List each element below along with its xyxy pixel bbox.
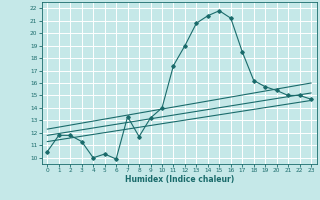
X-axis label: Humidex (Indice chaleur): Humidex (Indice chaleur) xyxy=(124,175,234,184)
